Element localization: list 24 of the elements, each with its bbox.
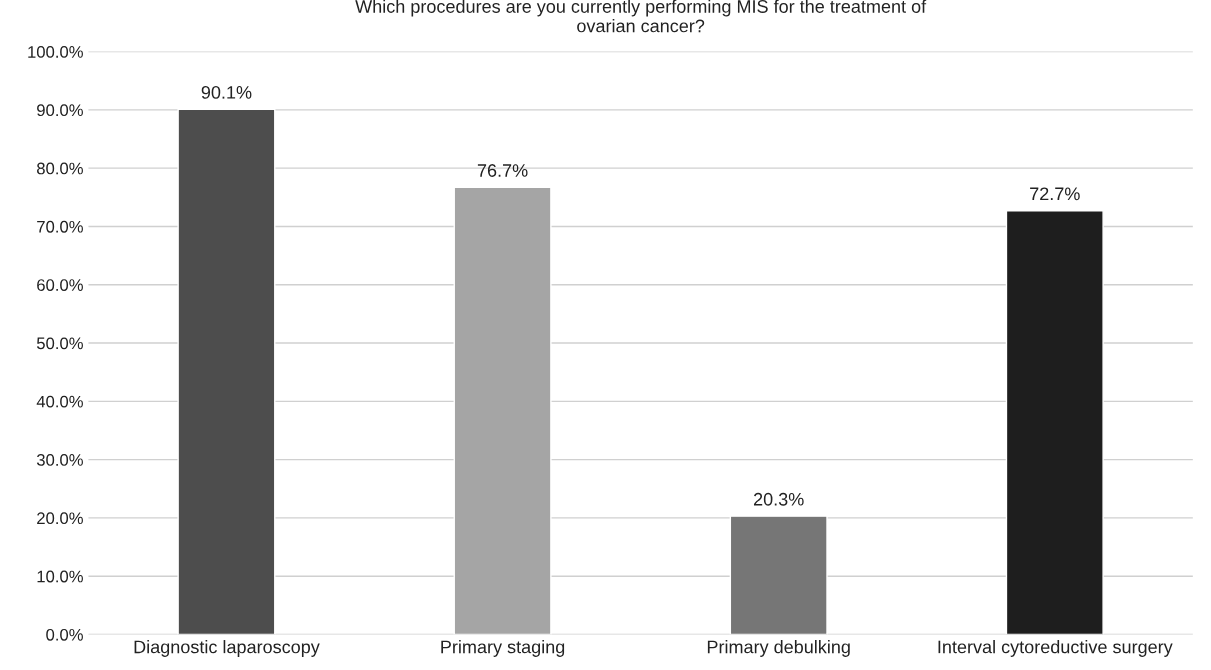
y-tick-label: 80.0% <box>37 162 83 175</box>
y-tick-label: 70.0% <box>37 220 83 233</box>
x-tick-label: Interval cytoreductive surgery <box>938 640 1173 657</box>
y-tick-label: 30.0% <box>36 454 83 466</box>
bar <box>1005 210 1104 635</box>
y-tick-label: 40.0% <box>36 395 83 408</box>
data-label: 90.1% <box>201 86 252 99</box>
y-tick-label: 20.0% <box>37 512 83 525</box>
data-label: 76.7% <box>477 164 528 177</box>
y-tick-label: 90.0% <box>37 104 83 117</box>
y-tick-label: 50.0% <box>36 337 83 350</box>
y-tick-label: 60.0% <box>37 279 83 291</box>
x-tick-label: Diagnostic laparoscopy <box>134 640 320 657</box>
x-tick-label: Primary debulking <box>707 640 850 657</box>
y-tick-label: 100.0% <box>28 45 83 58</box>
bar <box>177 108 276 635</box>
y-tick-label: 10.0% <box>37 570 83 583</box>
bar <box>453 186 552 635</box>
x-tick-label: Primary staging <box>441 640 565 657</box>
data-label: 20.3% <box>753 492 804 506</box>
bar <box>729 515 828 635</box>
data-label: 72.7% <box>1030 187 1080 201</box>
chart-title: Which procedures are you currently performing MIS for the treatment of ovarian cancer? <box>355 0 927 33</box>
y-tick-label: 0.0% <box>46 628 83 641</box>
